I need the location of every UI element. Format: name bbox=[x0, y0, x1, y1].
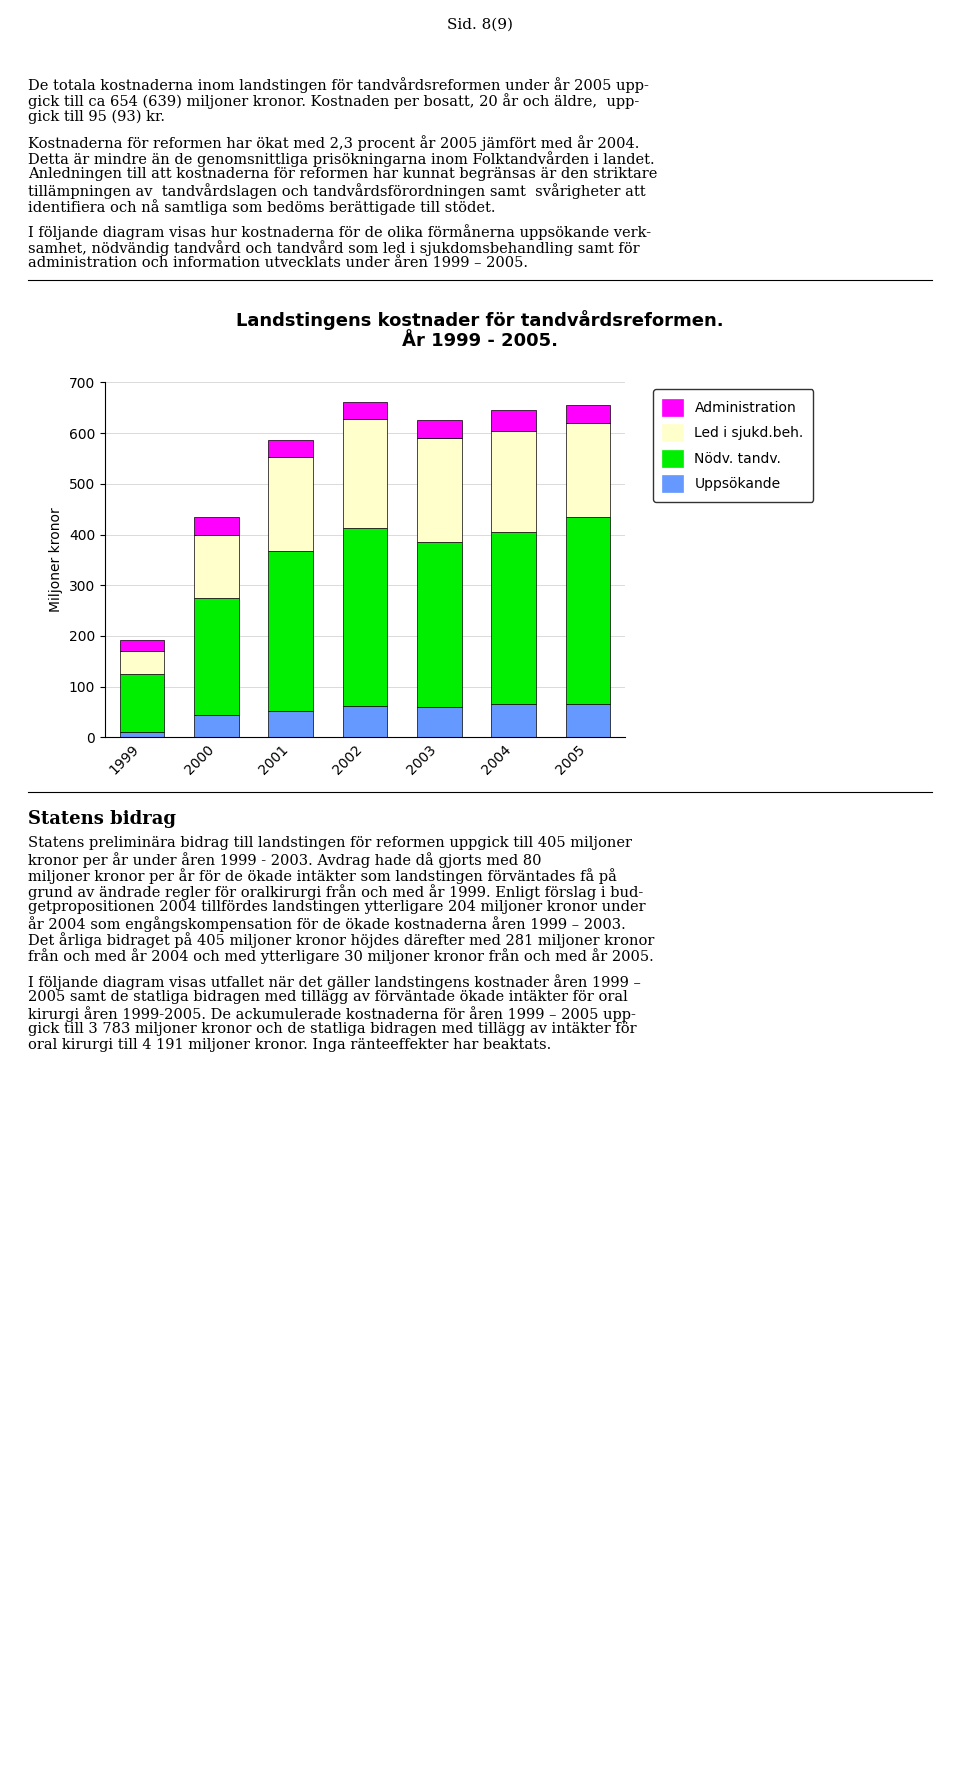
Text: tillämpningen av  tandvårdslagen och tandvårdsförordningen samt  svårigheter att: tillämpningen av tandvårdslagen och tand… bbox=[28, 183, 646, 198]
Text: I följande diagram visas utfallet när det gäller landstingens kostnader åren 199: I följande diagram visas utfallet när de… bbox=[28, 975, 641, 991]
Bar bbox=[565, 705, 611, 737]
Text: grund av ändrade regler för oralkirurgi från och med år 1999. Enligt förslag i b: grund av ändrade regler för oralkirurgi … bbox=[28, 884, 643, 900]
Text: Statens preliminära bidrag till landstingen för reformen uppgick till 405 miljon: Statens preliminära bidrag till landstin… bbox=[28, 836, 632, 851]
Text: I följande diagram visas hur kostnaderna för de olika förmånerna uppsökande verk: I följande diagram visas hur kostnaderna… bbox=[28, 225, 651, 241]
Bar bbox=[343, 420, 387, 528]
Text: gick till 95 (93) kr.: gick till 95 (93) kr. bbox=[28, 110, 165, 124]
Text: från och med år 2004 och med ytterligare 30 miljoner kronor från och med år 2005: från och med år 2004 och med ytterligare… bbox=[28, 948, 654, 964]
Bar bbox=[194, 597, 239, 714]
Text: identifiera och nå samtliga som bedöms berättigade till stödet.: identifiera och nå samtliga som bedöms b… bbox=[28, 198, 495, 214]
Bar bbox=[120, 640, 164, 650]
Legend: Administration, Led i sjukd.beh., Nödv. tandv., Uppsökande: Administration, Led i sjukd.beh., Nödv. … bbox=[653, 390, 813, 501]
Bar bbox=[269, 711, 313, 737]
Bar bbox=[194, 535, 239, 597]
Text: samhet, nödvändig tandvård och tandvård som led i sjukdomsbehandling samt för: samhet, nödvändig tandvård och tandvård … bbox=[28, 241, 639, 257]
Text: Anledningen till att kostnaderna för reformen har kunnat begränsas är den strikt: Anledningen till att kostnaderna för ref… bbox=[28, 167, 658, 181]
Y-axis label: Miljoner kronor: Miljoner kronor bbox=[49, 507, 63, 613]
Bar bbox=[269, 439, 313, 457]
Text: 2005 samt de statliga bidragen med tillägg av förväntade ökade intäkter för oral: 2005 samt de statliga bidragen med tillä… bbox=[28, 991, 628, 1005]
Bar bbox=[417, 420, 462, 438]
Text: Sid. 8(9): Sid. 8(9) bbox=[447, 18, 513, 32]
Bar bbox=[565, 517, 611, 705]
Text: gick till 3 783 miljoner kronor och de statliga bidragen med tillägg av intäkter: gick till 3 783 miljoner kronor och de s… bbox=[28, 1022, 636, 1037]
Bar bbox=[120, 650, 164, 673]
Bar bbox=[417, 438, 462, 542]
Text: getpropositionen 2004 tillfördes landstingen ytterligare 204 miljoner kronor und: getpropositionen 2004 tillfördes landsti… bbox=[28, 900, 646, 914]
Text: kirurgi åren 1999-2005. De ackumulerade kostnaderna för åren 1999 – 2005 upp-: kirurgi åren 1999-2005. De ackumulerade … bbox=[28, 1006, 636, 1022]
Bar bbox=[492, 411, 536, 431]
Bar bbox=[492, 705, 536, 737]
Bar bbox=[492, 431, 536, 532]
Text: Statens bidrag: Statens bidrag bbox=[28, 810, 176, 828]
Bar bbox=[417, 542, 462, 707]
Bar bbox=[269, 551, 313, 711]
Text: Detta är mindre än de genomsnittliga prisökningarna inom Folktandvården i landet: Detta är mindre än de genomsnittliga pri… bbox=[28, 151, 655, 167]
Bar bbox=[194, 517, 239, 535]
Bar bbox=[269, 457, 313, 551]
Bar bbox=[565, 424, 611, 517]
Text: Det årliga bidraget på 405 miljoner kronor höjdes därefter med 281 miljoner kron: Det årliga bidraget på 405 miljoner kron… bbox=[28, 932, 655, 948]
Text: administration och information utvecklats under åren 1999 – 2005.: administration och information utvecklat… bbox=[28, 257, 528, 271]
Text: De totala kostnaderna inom landstingen för tandvårdsreformen under år 2005 upp-: De totala kostnaderna inom landstingen f… bbox=[28, 78, 649, 94]
Bar bbox=[120, 673, 164, 732]
Bar bbox=[194, 714, 239, 737]
Text: Landstingens kostnader för tandvårdsreformen.: Landstingens kostnader för tandvårdsrefo… bbox=[236, 310, 724, 330]
Bar bbox=[417, 707, 462, 737]
Text: år 2004 som engångskompensation för de ökade kostnaderna åren 1999 – 2003.: år 2004 som engångskompensation för de ö… bbox=[28, 916, 626, 932]
Bar bbox=[565, 406, 611, 424]
Text: miljoner kronor per år för de ökade intäkter som landstingen förväntades få på: miljoner kronor per år för de ökade intä… bbox=[28, 868, 617, 884]
Bar bbox=[492, 532, 536, 705]
Text: Kostnaderna för reformen har ökat med 2,3 procent år 2005 jämfört med år 2004.: Kostnaderna för reformen har ökat med 2,… bbox=[28, 135, 639, 151]
Bar bbox=[343, 402, 387, 420]
Bar bbox=[343, 528, 387, 705]
Bar bbox=[343, 705, 387, 737]
Text: gick till ca 654 (639) miljoner kronor. Kostnaden per bosatt, 20 år och äldre,  : gick till ca 654 (639) miljoner kronor. … bbox=[28, 94, 639, 110]
Text: kronor per år under åren 1999 - 2003. Avdrag hade då gjorts med 80: kronor per år under åren 1999 - 2003. Av… bbox=[28, 852, 541, 868]
Bar bbox=[120, 732, 164, 737]
Text: oral kirurgi till 4 191 miljoner kronor. Inga ränteeffekter har beaktats.: oral kirurgi till 4 191 miljoner kronor.… bbox=[28, 1038, 551, 1053]
Text: År 1999 - 2005.: År 1999 - 2005. bbox=[402, 333, 558, 351]
